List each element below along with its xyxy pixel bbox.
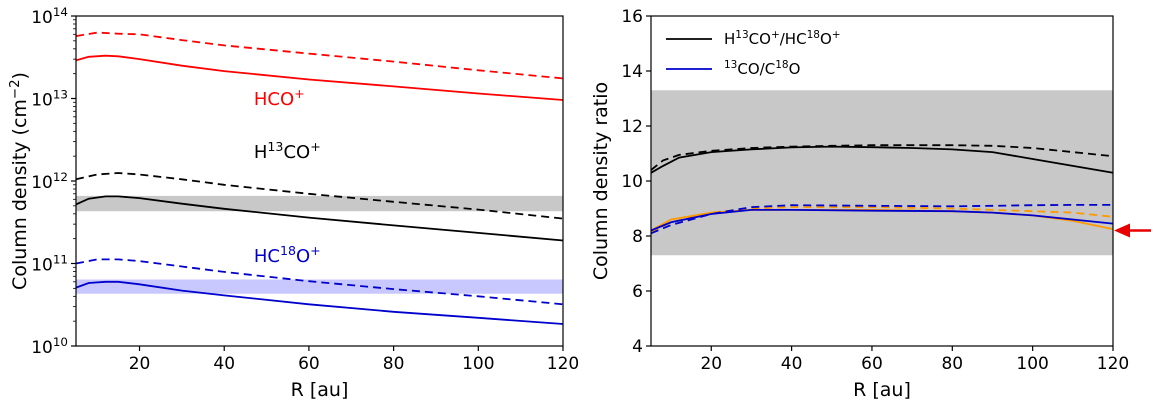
- left-y-tick-label: 1014: [31, 5, 68, 28]
- right-x-tick-label: 100: [1016, 354, 1048, 374]
- right-x-tick-label: 120: [1097, 354, 1129, 374]
- left-series-line-4: [75, 280, 564, 325]
- red-arrow-marker: [1114, 223, 1151, 238]
- left-series-line-0: [75, 54, 564, 101]
- left-y-tick-label: 1011: [31, 253, 68, 276]
- left-band-0: [76, 195, 563, 212]
- left-x-tick-label: 80: [383, 354, 405, 374]
- left-band-1: [76, 279, 563, 294]
- left-series-line-3: [75, 172, 564, 220]
- right-y-tick-label: 4: [632, 337, 643, 357]
- h13co-label: H13CO+: [254, 139, 321, 164]
- legend-entry-label: H13CO+/HC18O+: [724, 29, 841, 48]
- left-series-line-5: [75, 258, 564, 306]
- right-band-0: [651, 90, 1113, 256]
- arrow-head: [1114, 223, 1130, 238]
- left-x-tick-label: 100: [462, 354, 494, 374]
- right-y-tick-label: 10: [621, 172, 643, 192]
- right-y-tick-label: 16: [621, 7, 643, 27]
- left-series-line-2: [75, 195, 564, 242]
- right-series-line-1: [650, 144, 1114, 171]
- right-y-tick-label: 8: [632, 227, 643, 247]
- right-series-line-3: [650, 206, 1114, 233]
- left-y-axis-label: Column density (cm−2): [8, 72, 32, 290]
- hco-label: HCO+: [254, 86, 305, 111]
- right-x-tick-label: 40: [781, 354, 803, 374]
- left-y-tick-label: 1013: [31, 88, 68, 111]
- left-chart-panel: 20 40 60 80 100 120 1010 1011 1012 1013 1014 HCO+ H…: [8, 5, 580, 401]
- right-x-tick-label: 80: [941, 354, 963, 374]
- right-y-tick-label: 12: [621, 117, 643, 137]
- right-series-line-5: [650, 203, 1113, 235]
- left-x-tick-label: 20: [129, 354, 151, 374]
- left-y-tick-label: 1012: [31, 170, 68, 193]
- legend-entry-label: 13CO/C18O: [724, 59, 800, 78]
- left-y-tick-label: 1010: [31, 335, 68, 358]
- right-x-tick-label: 60: [861, 354, 883, 374]
- hc18o-label: HC18O+: [254, 242, 321, 267]
- left-x-tick-label: 40: [213, 354, 235, 374]
- right-x-tick-label: 20: [700, 354, 722, 374]
- left-x-tick-label: 60: [298, 354, 320, 374]
- legend: H13CO+/HC18O+ 13CO/C18O: [666, 29, 841, 78]
- right-series-line-0: [650, 145, 1114, 174]
- right-y-tick-label: 14: [621, 62, 643, 82]
- right-series-line-4: [650, 208, 1114, 232]
- right-x-axis-label: R [au]: [853, 379, 911, 401]
- left-x-axis-label: R [au]: [291, 379, 349, 401]
- left-series-line-1: [75, 31, 564, 80]
- left-x-tick-label: 120: [547, 354, 579, 374]
- right-y-tick-label: 6: [632, 282, 643, 302]
- right-chart-panel: 20 40 60 80 100 120 4 6 8 10 12 14 16 H13CO+/HC18O+ 1…: [590, 7, 1151, 401]
- right-y-axis-label: Column density ratio: [590, 82, 612, 280]
